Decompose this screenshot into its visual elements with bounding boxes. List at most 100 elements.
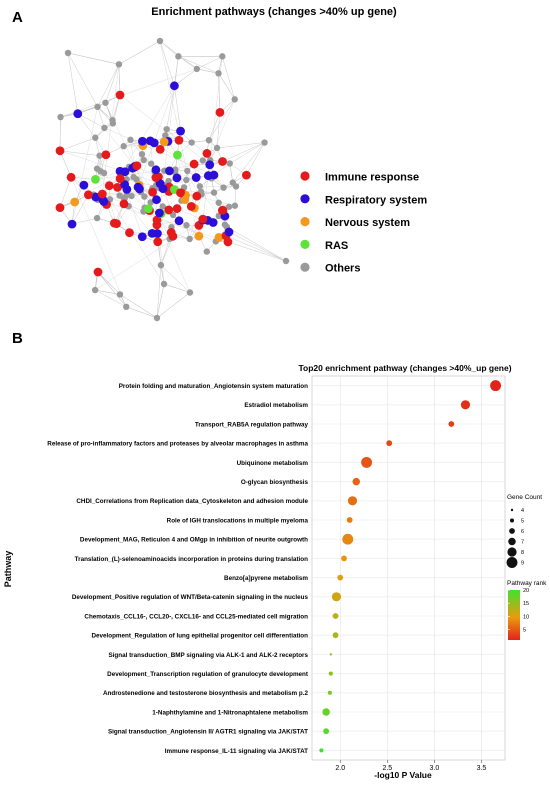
network-edge [156,283,165,319]
colorbar-tick-label: 15 [523,601,529,607]
network-node [198,214,208,224]
network-edge [159,40,175,86]
network-node [174,135,184,145]
pathway-label: Ubiquinone metabolism [237,460,309,467]
network-node [99,197,109,206]
network-node [137,232,147,242]
network-edge [174,68,197,87]
data-point [319,748,324,753]
data-point [346,517,353,523]
network-edge [178,56,219,74]
x-tick-label: 3.0 [430,765,440,772]
network-edge [104,127,174,216]
data-point [329,653,333,656]
network-edge [226,226,287,262]
network-node [143,204,153,214]
network-node [93,214,101,222]
network-node [186,202,196,211]
network-node [116,192,123,199]
network-node [231,96,238,103]
network-edge [118,40,161,65]
x-axis-label: -log10 P Value [374,770,432,780]
network-node [133,182,143,192]
pathway-label: Transport_RAB5A regulation pathway [195,421,309,428]
network-edge [77,113,105,129]
legend-label: Respiratory system [325,194,427,206]
network-edge [200,191,228,228]
network-edge [109,199,165,285]
network-node [183,221,190,229]
network-node [138,136,147,146]
network-edge [202,56,223,221]
network-edge [232,142,265,183]
network-edge [210,99,235,161]
network-node [209,170,219,180]
network-node [166,228,176,237]
size-legend-dot [509,528,515,534]
network-edge [160,264,191,293]
data-point [460,400,471,410]
network-node [92,134,99,141]
network-node [97,189,107,199]
network-node [175,53,182,60]
network-node [115,174,125,183]
network-edge [71,194,89,225]
network-edge [77,113,96,138]
network-node [93,165,101,172]
pathway-label: Signal transduction_BMP signaling via AL… [108,652,308,659]
network-node [102,99,109,106]
network-edge [234,186,237,206]
network-node [127,136,134,144]
network-node [186,235,193,243]
network-edge [59,117,61,151]
network-node [94,103,101,111]
network-node [202,149,212,158]
network-node [215,70,222,77]
x-tick-label: 2.5 [382,765,392,772]
network-node [205,137,213,144]
network-edge [177,154,199,195]
network-nodes [55,37,290,322]
network-node [205,160,215,170]
network-node [115,90,125,100]
data-point [342,533,354,545]
network-node [115,166,125,176]
network-node [215,107,225,117]
data-point [490,380,502,392]
network-node [152,195,161,205]
network-node [55,146,65,156]
network-node [162,132,169,139]
network-edge [97,271,127,307]
panel-a-label: A [12,9,23,26]
network-node [165,177,172,185]
network-edge [60,68,197,118]
network-node [93,267,103,277]
gene-count-legend-title: Gene Count [507,494,542,501]
network-node [148,187,157,197]
network-edge [227,241,287,262]
network-node [160,280,168,288]
network-node [112,219,121,229]
network-edge [95,218,205,291]
network-node [173,150,182,160]
network-node [153,229,162,238]
plot-grid [312,376,505,760]
network-node [172,173,182,183]
network-node [229,179,236,186]
size-legend-dot [508,537,516,546]
network-edge [97,64,120,107]
network-node [101,150,111,160]
network-edge [134,166,191,293]
y-axis-label: Pathway [3,551,13,588]
data-points [319,380,502,753]
network-edge [118,64,121,96]
network-node [156,37,164,45]
data-point [331,592,342,602]
network-node [157,261,165,269]
network-edge [67,52,98,107]
network-node [153,314,161,322]
network-legend: Immune response Respiratory system Nervous… [300,171,427,275]
network-node [119,199,129,209]
network-node [220,184,227,191]
network-node [218,157,227,166]
